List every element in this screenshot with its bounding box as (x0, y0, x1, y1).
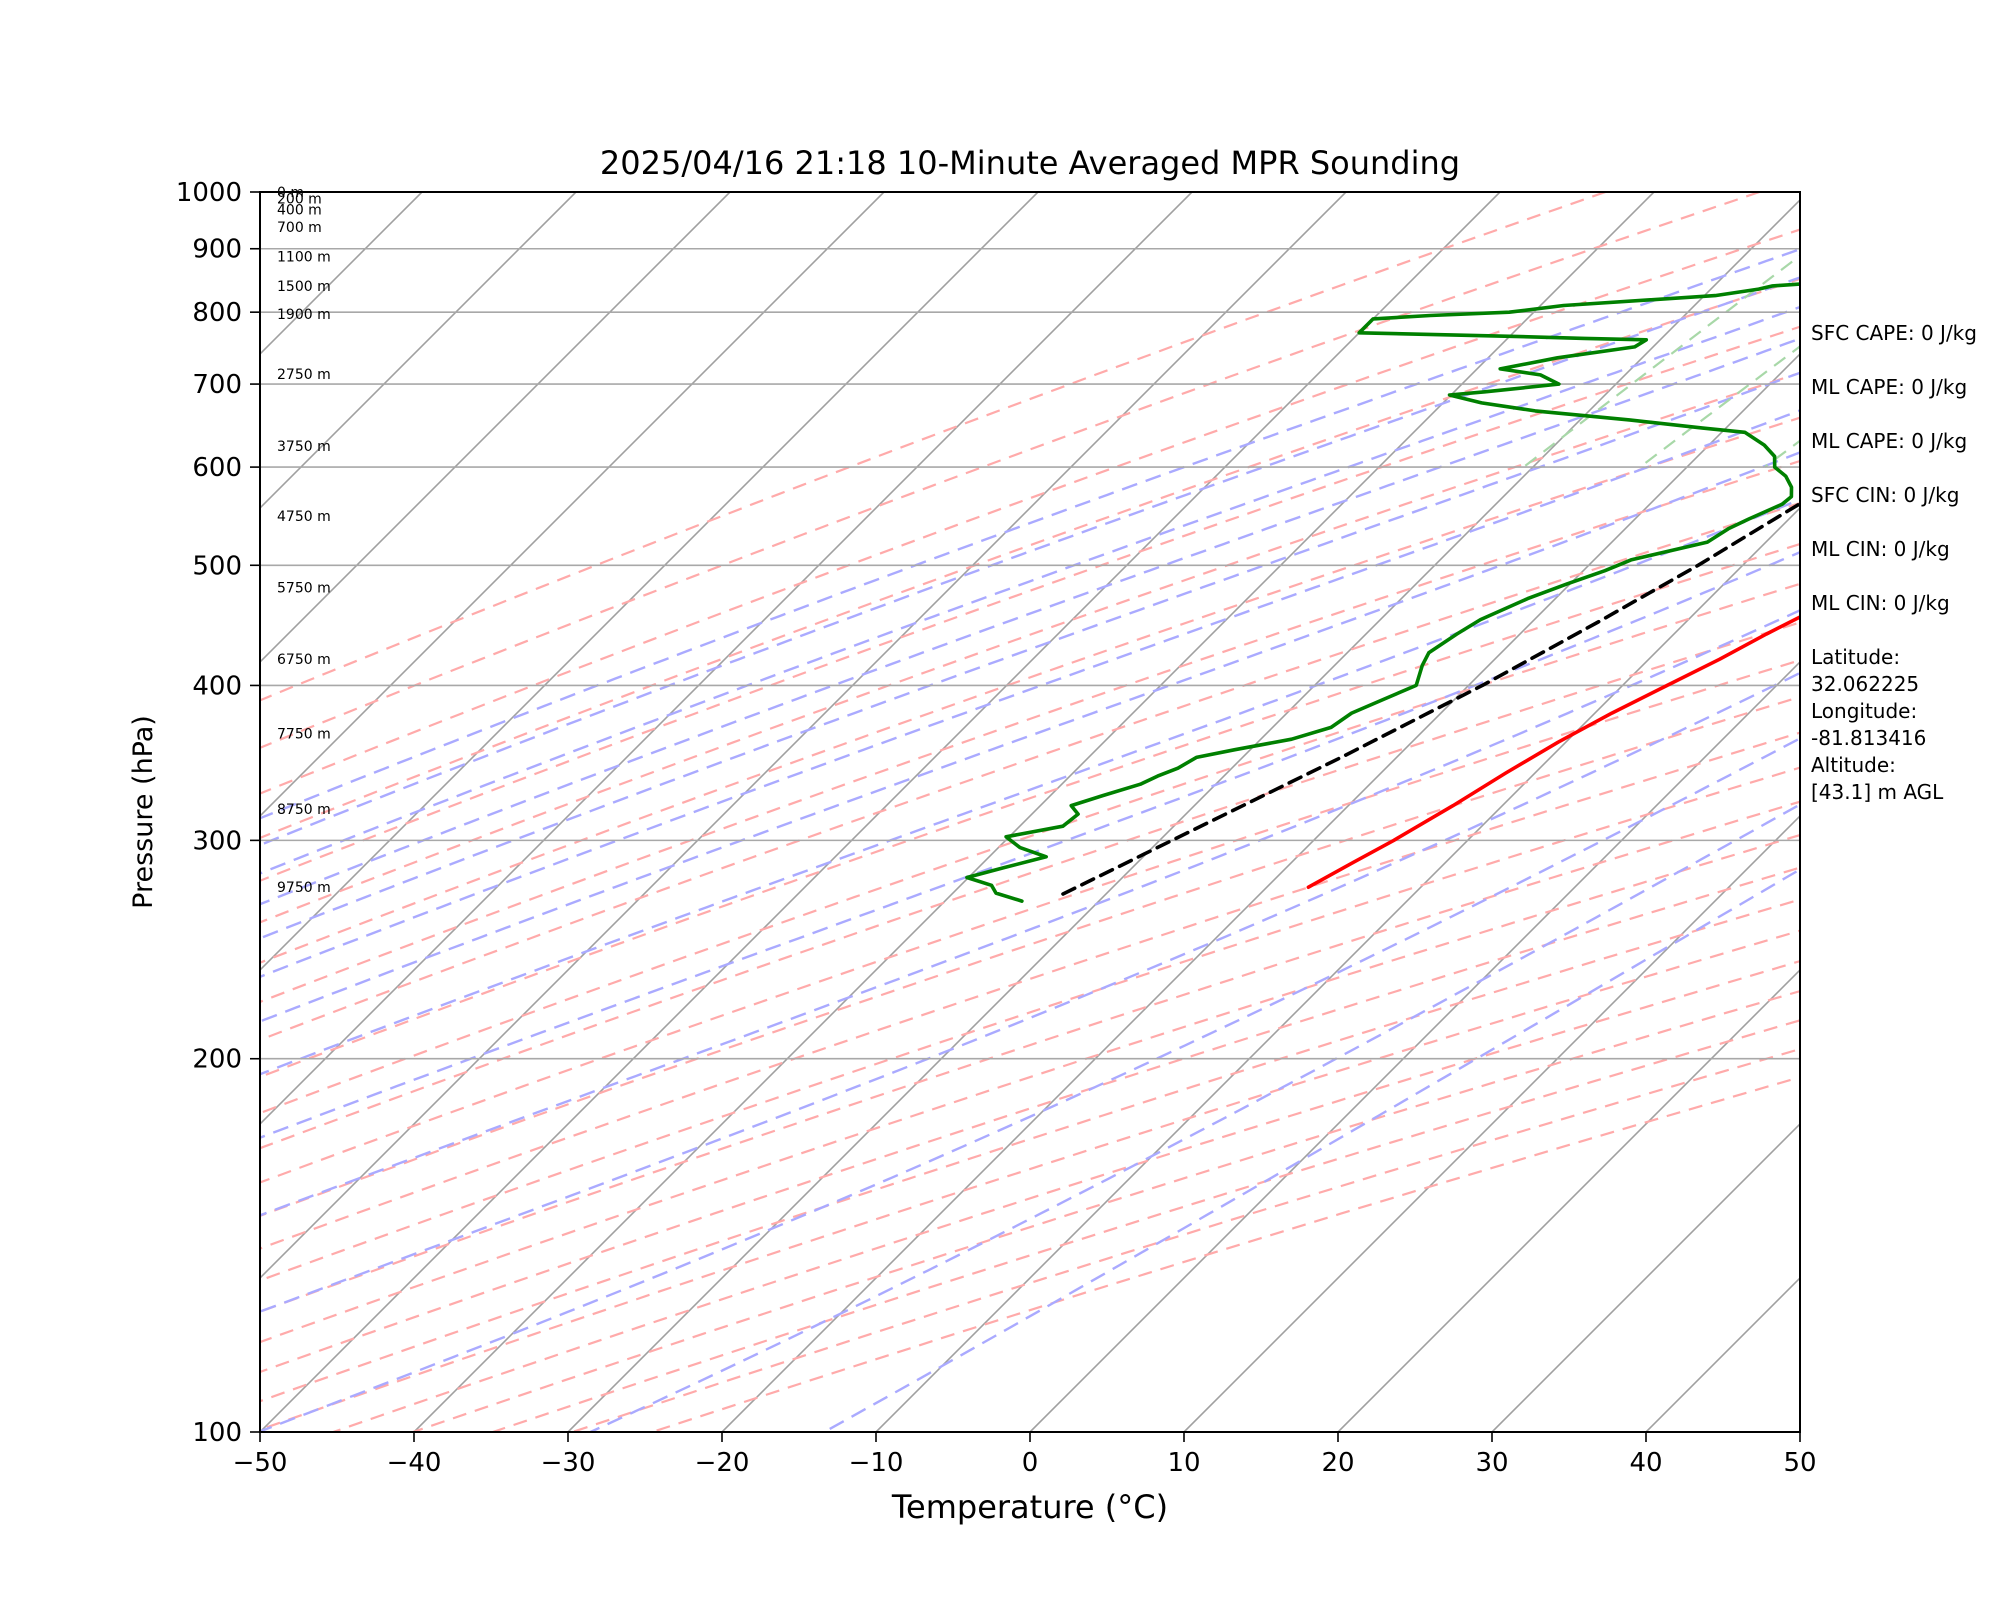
height-label: 700 m (277, 220, 322, 236)
isotherm-line (413, 192, 1655, 1432)
sounding-series (965, 282, 1800, 903)
dry-adiabat-line (260, 731, 1800, 1250)
dry-adiabat-line (260, 501, 1800, 1042)
stat-annotation: ML CAPE: 0 J/kg (1811, 375, 1967, 399)
moist-adiabat-line (260, 671, 1800, 1313)
dry-adiabat-line (260, 833, 1800, 1344)
moist-adiabat-line (823, 868, 1800, 1432)
x-axis: −50 −40 −30 −20 −10 0 10 20 30 40 50 (233, 1432, 1817, 1478)
x-tick-label: −30 (541, 1448, 596, 1478)
height-label: 1500 m (277, 279, 331, 295)
isotherm-line (260, 192, 731, 664)
moist-adiabat-line (260, 276, 1800, 847)
isotherm-line (1183, 814, 1800, 1432)
annotations: SFC CAPE: 0 J/kg ML CAPE: 0 J/kg ML CAPE: … (1811, 321, 1977, 804)
stat-annotation: Altitude: [43.1] m AGL (1811, 753, 1944, 804)
x-tick-label: −50 (233, 1448, 288, 1478)
y-axis-label: Pressure (hPa) (128, 715, 159, 909)
dry-adiabat-line (260, 459, 1800, 1004)
x-tick-label: −20 (695, 1448, 750, 1478)
y-tick-label: 1000 (176, 178, 242, 208)
height-labels: 9750 m 8750 m 7750 m 6750 m 5750 m 4750 m 3750… (277, 185, 331, 896)
stat-annotation: ML CAPE: 0 J/kg (1811, 429, 1967, 453)
x-tick-label: −10 (849, 1448, 904, 1478)
height-label: 400 m (277, 203, 322, 219)
y-axis: 100 200 300 400 500 600 700 800 900 1000 (176, 178, 260, 1448)
dry-adiabat-line (260, 277, 1800, 840)
height-label: 1100 m (277, 250, 331, 266)
isotherm-line (721, 352, 1800, 1432)
y-tick-label: 100 (192, 1418, 242, 1448)
y-tick-label: 700 (192, 370, 242, 400)
dry-adiabat-line (260, 542, 1800, 1079)
height-label: 200 m (277, 192, 322, 208)
isotherm-line (260, 192, 885, 818)
isotherm-line (567, 198, 1800, 1432)
dry-adiabat-line (260, 898, 1800, 1403)
y-tick-label: 200 (192, 1045, 242, 1075)
x-tick-label: 10 (1167, 1448, 1200, 1478)
height-label: 3750 m (277, 439, 331, 455)
dry-adiabat-line (260, 800, 1800, 1313)
stat-annotation: SFC CAPE: 0 J/kg (1811, 321, 1977, 345)
x-tick-label: 0 (1022, 1448, 1039, 1478)
height-label: 6750 m (277, 652, 331, 668)
dewpoint-line (965, 282, 1800, 903)
x-tick-label: 30 (1475, 1448, 1508, 1478)
moist-adiabat-line (260, 609, 1800, 1217)
moist-adiabat-line (260, 305, 1800, 875)
y-tick-label: 400 (192, 671, 242, 701)
height-label: 2750 m (277, 367, 331, 383)
isotherm-line (875, 506, 1800, 1432)
dry-adiabat-line (260, 866, 1800, 1374)
x-tick-label: 50 (1783, 1448, 1816, 1478)
x-tick-label: −40 (387, 1448, 442, 1478)
height-label: 7750 m (277, 726, 331, 742)
stat-annotation: ML CIN: 0 J/kg (1811, 537, 1950, 561)
height-label: 8750 m (277, 802, 331, 818)
stat-annotation: SFC CIN: 0 J/kg (1811, 483, 1959, 507)
isotherm-line (1029, 660, 1800, 1432)
height-label: 9750 m (277, 880, 331, 896)
x-axis-label: Temperature (°C) (891, 1488, 1168, 1526)
stat-annotation: Longitude: -81.813416 (1811, 699, 1926, 750)
dry-adiabat-line (260, 192, 1606, 702)
dry-adiabat-line (260, 416, 1800, 964)
dry-adiabat-line (260, 929, 1800, 1431)
x-tick-label: 20 (1321, 1448, 1354, 1478)
x-tick-label: 40 (1629, 1448, 1662, 1478)
y-tick-label: 900 (192, 235, 242, 265)
y-tick-label: 600 (192, 453, 242, 483)
isotherm-line (1337, 968, 1800, 1432)
stat-annotation: Latitude: 32.062225 (1811, 645, 1919, 696)
moist-adiabat-line (589, 803, 1800, 1432)
moist-adiabat-line (260, 409, 1800, 979)
height-label: 1900 m (277, 307, 331, 323)
isotherm-line (260, 192, 1347, 1280)
y-tick-label: 300 (192, 826, 242, 856)
isotherm-line (260, 192, 577, 510)
moist-adiabat-line (260, 247, 1800, 820)
temperature-line (1306, 614, 1800, 890)
dry-adiabat-line (332, 959, 1800, 1432)
dry-adiabat-line (260, 766, 1800, 1282)
moist-adiabat-line (260, 451, 1800, 1023)
dry-adiabat-line (260, 228, 1800, 795)
height-label: 5750 m (277, 580, 331, 596)
dry-adiabat-line (412, 989, 1800, 1432)
isotherm-line (260, 192, 1193, 1126)
moist-adiabat-line (260, 550, 1800, 1139)
dry-adiabat-line (492, 1019, 1800, 1432)
parcel-line (1054, 501, 1800, 899)
isotherm-line (1491, 1122, 1800, 1432)
moist-adiabat-line (260, 737, 1800, 1432)
stat-annotation: ML CIN: 0 J/kg (1811, 591, 1950, 615)
plot-frame (259, 191, 1801, 1433)
y-tick-label: 800 (192, 298, 242, 328)
chart-title: 2025/04/16 21:18 10-Minute Averaged MPR … (600, 144, 1460, 182)
y-tick-label: 500 (192, 551, 242, 581)
height-label: 4750 m (277, 509, 331, 525)
